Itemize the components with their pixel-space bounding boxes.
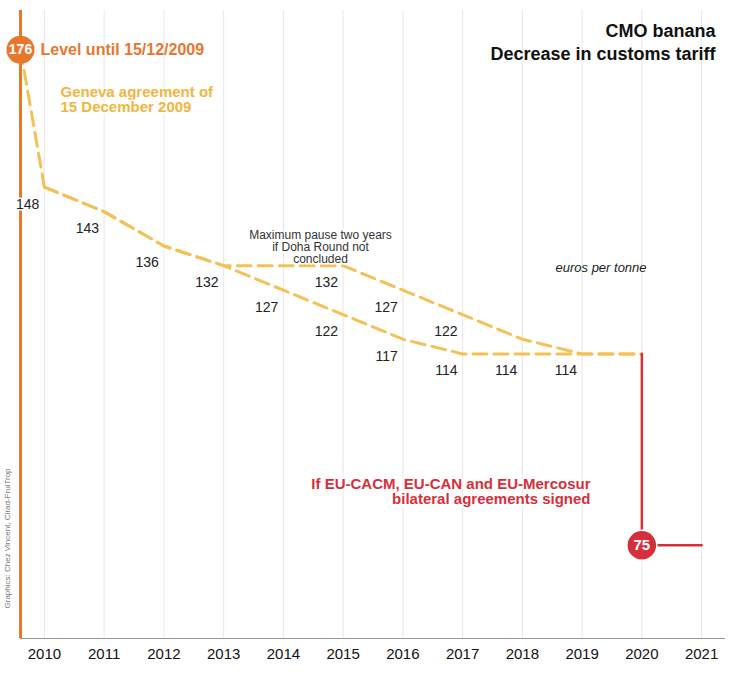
svg-text:132: 132 <box>195 274 219 290</box>
svg-text:euros per tonne: euros per tonne <box>556 260 647 275</box>
svg-text:117: 117 <box>376 348 399 364</box>
svg-text:2010: 2010 <box>28 645 61 662</box>
svg-text:114: 114 <box>555 362 578 378</box>
svg-text:2019: 2019 <box>565 645 598 662</box>
svg-text:CMO banana: CMO banana <box>605 21 716 41</box>
svg-text:If EU-CACM, EU-CAN and EU-Merc: If EU-CACM, EU-CAN and EU-Mercosurbilate… <box>311 475 590 507</box>
svg-text:122: 122 <box>315 323 339 339</box>
svg-text:176: 176 <box>9 41 33 57</box>
svg-text:Graphics: Chez Vincent, Cirad-: Graphics: Chez Vincent, Cirad-FruiTrop <box>3 468 12 609</box>
svg-text:Level until 15/12/2009: Level until 15/12/2009 <box>41 41 205 58</box>
svg-text:2011: 2011 <box>88 645 120 662</box>
svg-text:Decrease in customs tariff: Decrease in customs tariff <box>490 44 716 64</box>
svg-text:114: 114 <box>495 362 518 378</box>
svg-text:2018: 2018 <box>506 645 539 662</box>
svg-text:2016: 2016 <box>386 645 419 662</box>
svg-text:75: 75 <box>634 536 651 553</box>
svg-text:2015: 2015 <box>326 645 359 662</box>
svg-text:2021: 2021 <box>685 645 718 662</box>
svg-text:143: 143 <box>76 220 100 236</box>
svg-text:148: 148 <box>16 196 40 212</box>
svg-text:2013: 2013 <box>207 645 240 662</box>
svg-text:2020: 2020 <box>625 645 658 662</box>
svg-text:122: 122 <box>434 323 458 339</box>
svg-text:2017: 2017 <box>446 645 479 662</box>
svg-text:Geneva agreement of15 December: Geneva agreement of15 December 2009 <box>61 83 215 115</box>
svg-text:136: 136 <box>136 254 160 270</box>
svg-text:2012: 2012 <box>147 645 180 662</box>
svg-text:114: 114 <box>435 362 458 378</box>
svg-text:127: 127 <box>255 299 279 315</box>
svg-text:Maximum pause two yearsif Doha: Maximum pause two yearsif Doha Round not… <box>249 228 392 266</box>
svg-text:127: 127 <box>375 299 399 315</box>
svg-text:132: 132 <box>315 274 339 290</box>
svg-text:2014: 2014 <box>267 645 300 662</box>
